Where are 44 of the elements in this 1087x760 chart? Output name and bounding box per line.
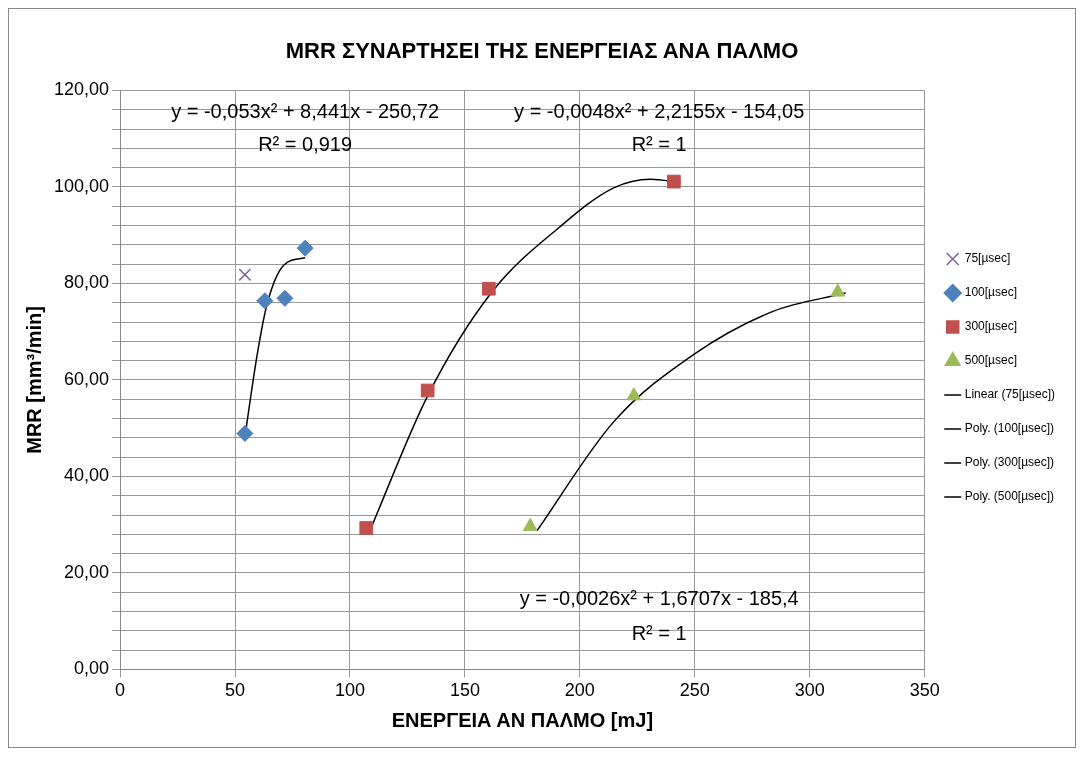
point <box>626 387 642 401</box>
y-tick-label: 80,00 <box>64 272 110 293</box>
y-tick-label: 20,00 <box>64 561 110 582</box>
point <box>830 283 846 297</box>
annotation: R² = 0,919 <box>258 132 353 155</box>
chart-title: MRR ΣΥΝΑΡΤΗΣΕΙ ΤΗΣ ΕΝΕΡΓΕΙΑΣ ΑΝΑ ΠΑΛΜΟ <box>285 38 799 64</box>
point <box>667 174 681 189</box>
x-tick-label: 350 <box>909 680 940 701</box>
annotation: R² = 1 <box>631 622 687 645</box>
point <box>256 292 274 310</box>
y-tick-label: 60,00 <box>64 368 110 389</box>
legend-label: 500[µsec] <box>964 353 1017 368</box>
point <box>420 383 435 398</box>
point <box>238 268 252 282</box>
point <box>359 521 374 535</box>
y-tick-label: 40,00 <box>64 465 110 486</box>
point <box>522 518 538 532</box>
x-tick-label: 50 <box>224 680 246 701</box>
legend-label: Linear (75[µsec]) <box>964 387 1056 402</box>
x-tick-label: 250 <box>679 680 710 701</box>
point <box>296 239 314 257</box>
legend-label: 75[µsec] <box>964 251 1011 266</box>
legend-label: Poly. (300[µsec]) <box>964 455 1055 470</box>
legend-label: 300[µsec] <box>964 319 1017 334</box>
x-tick-label: 200 <box>564 680 595 701</box>
legend-label: 100[µsec] <box>964 285 1017 300</box>
annotation: R² = 1 <box>631 132 687 155</box>
point <box>236 424 254 442</box>
y-tick-label: 120,00 <box>53 79 110 100</box>
x-tick-label: 300 <box>794 680 825 701</box>
y-tick-label: 100,00 <box>53 175 110 196</box>
point <box>276 289 294 307</box>
y-tick-label: 0,00 <box>74 658 110 679</box>
legend-label: Poly. (100[µsec]) <box>964 421 1055 436</box>
y-axis-title: MRR [mm³/min] <box>22 306 45 454</box>
x-tick-label: 150 <box>449 680 480 701</box>
x-tick-label: 0 <box>115 680 126 701</box>
x-axis-title: ΕΝΕΡΓΕΙΑ ΑΝ ΠΑΛΜΟ [mJ] <box>391 708 654 731</box>
point <box>481 281 496 296</box>
annotation: y = -0,0048x² + 2,2155x - 154,05 <box>514 99 805 122</box>
x-tick-label: 100 <box>334 680 365 701</box>
annotation: y = -0,053x² + 8,441x - 250,72 <box>171 99 440 122</box>
legend-label: Poly. (500[µsec]) <box>964 489 1055 504</box>
annotation: y = -0,0026x² + 1,6707x - 185,4 <box>519 587 799 610</box>
